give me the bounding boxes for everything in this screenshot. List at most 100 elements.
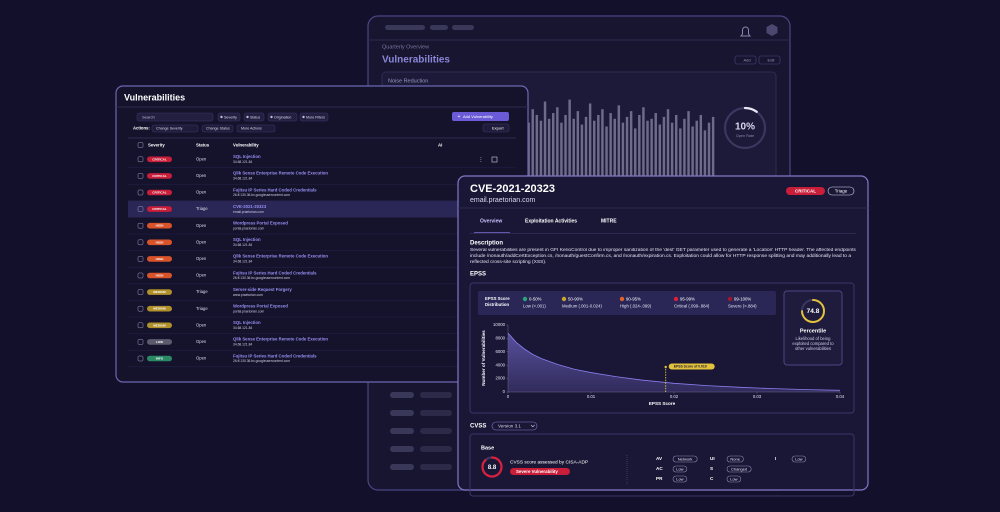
tab[interactable]: Exploitation Activities xyxy=(525,218,577,224)
metric-value: Low xyxy=(676,476,683,481)
percentile-caption-box: Likelihood of being exploited compared t… xyxy=(792,336,834,352)
vulnerability-title[interactable]: Server-side Request Forgery xyxy=(233,287,292,292)
vulnerability-title[interactable]: Fujitsu IP Series Hard Coded Credentials xyxy=(233,270,317,275)
bar xyxy=(605,126,608,186)
filter-label: Status xyxy=(250,115,260,119)
vulnerability-title[interactable]: SQL Injection xyxy=(233,237,261,242)
filter-button[interactable] xyxy=(217,112,241,122)
checkbox[interactable] xyxy=(137,322,144,329)
checkbox[interactable] xyxy=(137,305,144,312)
checkbox[interactable] xyxy=(137,289,144,295)
bar xyxy=(629,111,633,186)
placeholder xyxy=(420,464,452,470)
x-tick-label: 0.04 xyxy=(836,394,845,399)
vulnerability-title[interactable]: SQL Injection xyxy=(233,320,261,325)
legend-range: 0-50% xyxy=(529,296,542,301)
tab[interactable]: MITRE xyxy=(601,218,617,224)
checkbox[interactable] xyxy=(137,156,144,163)
status: Open xyxy=(196,322,207,327)
action-button[interactable] xyxy=(151,124,199,133)
column-header[interactable]: Status xyxy=(196,142,210,147)
button[interactable] xyxy=(758,55,781,65)
placeholder xyxy=(390,446,414,452)
percentile-caption: Likelihood of being exploited compared t… xyxy=(792,336,834,352)
metric-value: Changed xyxy=(731,466,747,471)
vulnerability-title[interactable]: Fujitsu IP Series Hard Coded Credentials xyxy=(233,187,317,192)
checkbox[interactable] xyxy=(137,206,144,212)
hexagon-icon[interactable] xyxy=(766,24,778,36)
legend-label: Severe (>.884) xyxy=(728,303,757,308)
search-box[interactable] xyxy=(136,112,214,122)
legend-label: Low (<.001) xyxy=(523,303,546,308)
placeholder xyxy=(390,428,414,434)
table-row[interactable] xyxy=(128,151,516,168)
asset: 34.68.121.84 xyxy=(233,326,252,330)
table-row[interactable] xyxy=(128,200,516,218)
x-axis-label: EPSS Score xyxy=(649,401,676,406)
checkbox[interactable] xyxy=(137,339,144,345)
asset: portal.praetorian.com xyxy=(233,309,264,313)
vulnerability-title[interactable]: Qlik Sense Enterprise Remote Code Execut… xyxy=(233,254,328,259)
version-select[interactable] xyxy=(491,421,538,431)
vulnerability-title[interactable]: Qlik Sense Enterprise Remote Code Execut… xyxy=(233,337,328,342)
metric-pill xyxy=(791,455,807,463)
checkbox[interactable] xyxy=(137,256,144,262)
add-button[interactable] xyxy=(452,112,509,121)
gauge-arc xyxy=(743,106,758,113)
asset: 26.ff.130.36.bc.googleusercontent.com xyxy=(233,276,290,280)
vulnerability-title[interactable]: Fujitsu IP Series Hard Coded Credentials xyxy=(233,353,317,358)
menu-icon[interactable]: ⋮ xyxy=(478,157,484,164)
metric-key: C xyxy=(710,476,714,481)
bar xyxy=(650,118,653,186)
filter-button[interactable] xyxy=(299,112,329,122)
tab[interactable]: Overview xyxy=(480,218,502,224)
vulnerability-title[interactable]: Wordpress Portal Exposed xyxy=(233,304,288,309)
open-icon[interactable] xyxy=(491,156,498,163)
bar xyxy=(617,105,621,186)
vulnerability-title[interactable]: SQL Injection xyxy=(233,154,261,159)
severity-badge xyxy=(147,256,172,262)
status: Triage xyxy=(196,206,208,211)
action-button[interactable] xyxy=(201,124,234,133)
gauge-arc xyxy=(481,456,503,478)
placeholder xyxy=(420,392,452,398)
asset: 34.68.121.84 xyxy=(233,160,252,164)
checkbox[interactable] xyxy=(137,222,144,229)
filter-button[interactable] xyxy=(243,112,265,122)
y-tick-label: 0 xyxy=(503,389,506,394)
column-header[interactable]: AI xyxy=(438,142,442,147)
status: Open xyxy=(196,223,207,228)
cvss-source: CVSS score assessed by CISA-ADP xyxy=(510,459,588,465)
checkbox[interactable] xyxy=(137,239,144,246)
section-heading: Base xyxy=(481,445,494,451)
filter-button[interactable] xyxy=(267,112,298,122)
checkbox[interactable] xyxy=(137,272,144,279)
legend-label: High (.024-.099) xyxy=(620,303,652,308)
bell-icon[interactable] xyxy=(740,26,751,37)
action-button[interactable] xyxy=(236,124,276,133)
asset: 34.68.121.84 xyxy=(233,177,252,181)
metric-key: UI xyxy=(710,456,715,461)
severity-badge xyxy=(147,156,172,163)
column-header[interactable]: Vulnerability xyxy=(233,142,259,147)
checkbox[interactable] xyxy=(137,173,144,179)
bar xyxy=(687,111,690,186)
checkbox[interactable] xyxy=(137,189,144,196)
button[interactable] xyxy=(734,55,757,65)
marker-label: EPSS Score of 0.019 xyxy=(674,365,707,369)
vulnerability-title[interactable]: Qlik Sense Enterprise Remote Code Execut… xyxy=(233,171,328,176)
column-header[interactable]: Severity xyxy=(148,142,165,147)
legend-range: 90-95% xyxy=(626,296,641,301)
description-box: Several vulnerabilities are present in G… xyxy=(470,248,856,265)
add-button-label: Add Vulnerability xyxy=(463,114,493,119)
severity-label: CRITICAL xyxy=(152,174,167,178)
legend-dot xyxy=(727,296,733,302)
vulnerability-title[interactable]: Wordpress Portal Exposed xyxy=(233,221,288,226)
placeholder xyxy=(390,464,414,470)
checkbox[interactable] xyxy=(137,142,144,148)
checkbox[interactable] xyxy=(137,355,144,362)
bar xyxy=(707,122,711,186)
placeholder xyxy=(420,410,452,416)
export-button[interactable] xyxy=(482,123,510,133)
vulnerability-title[interactable]: CVE-2021-20323 xyxy=(233,204,267,209)
